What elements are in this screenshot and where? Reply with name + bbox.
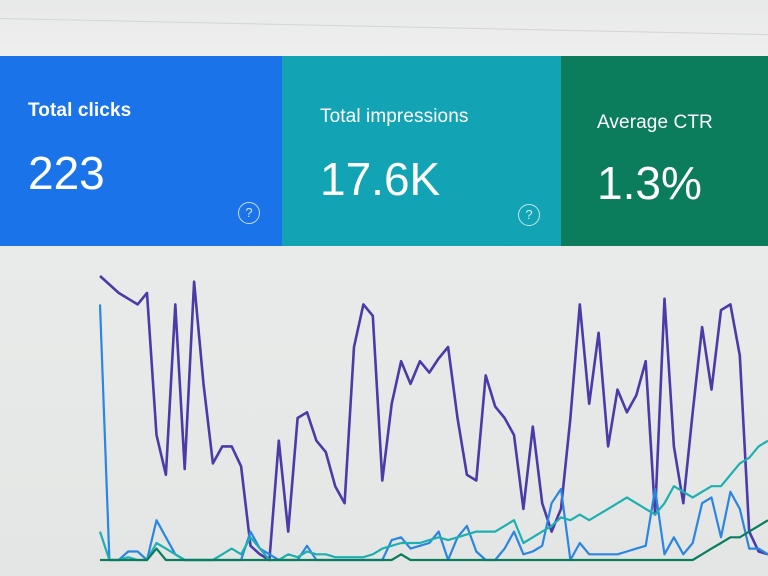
series-line-2 [98,439,768,562]
top-bar [0,0,768,58]
total-clicks-value: 223 [28,147,105,199]
average-ctr-value: 1.3% [597,157,702,209]
metric-cards: Total clicks 223 ? Total impressions 17.… [0,56,768,248]
average-ctr-label: Average CTR [597,112,713,133]
series-line-3 [100,519,768,562]
total-impressions-value: 17.6K [320,153,441,205]
total-impressions-card[interactable]: Total impressions 17.6K ? [282,56,564,246]
series-line-0 [99,275,768,562]
total-clicks-label: Total clicks [28,100,132,121]
help-icon[interactable]: ? [238,202,260,224]
line-chart [98,275,768,562]
total-clicks-card[interactable]: Total clicks 223 ? [0,56,284,246]
help-icon[interactable]: ? [518,204,540,226]
total-impressions-label: Total impressions [320,106,469,127]
divider [0,18,768,36]
performance-chart [0,248,768,576]
average-ctr-card[interactable]: Average CTR 1.3% [561,56,768,246]
